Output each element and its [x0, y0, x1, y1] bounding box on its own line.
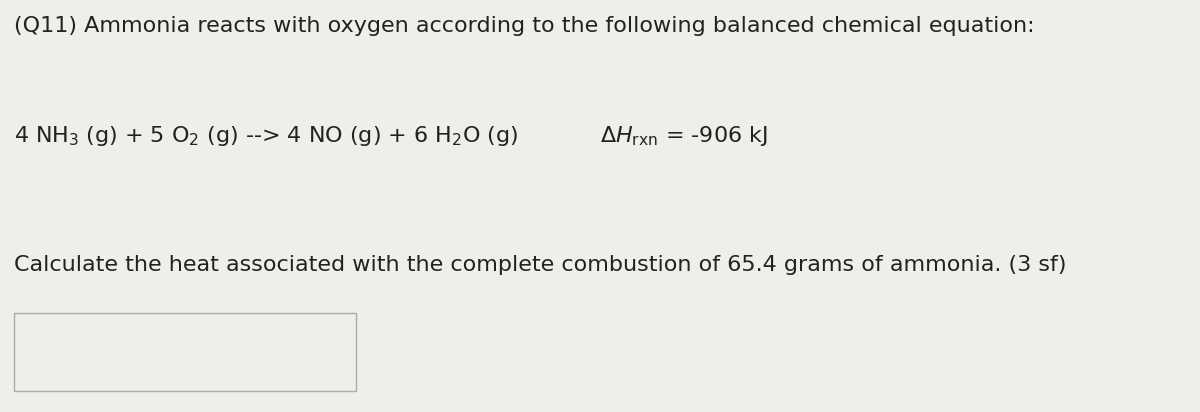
Text: (Q11) Ammonia reacts with oxygen according to the following balanced chemical eq: (Q11) Ammonia reacts with oxygen accordi… [14, 16, 1036, 37]
Text: Calculate the heat associated with the complete combustion of 65.4 grams of ammo: Calculate the heat associated with the c… [14, 255, 1067, 276]
Text: $\Delta H_{\mathrm{rxn}}$ = -906 kJ: $\Delta H_{\mathrm{rxn}}$ = -906 kJ [600, 124, 768, 147]
FancyBboxPatch shape [14, 313, 356, 391]
Text: 4 NH$_3$ (g) + 5 O$_2$ (g) --> 4 NO (g) + 6 H$_2$O (g): 4 NH$_3$ (g) + 5 O$_2$ (g) --> 4 NO (g) … [14, 124, 518, 147]
